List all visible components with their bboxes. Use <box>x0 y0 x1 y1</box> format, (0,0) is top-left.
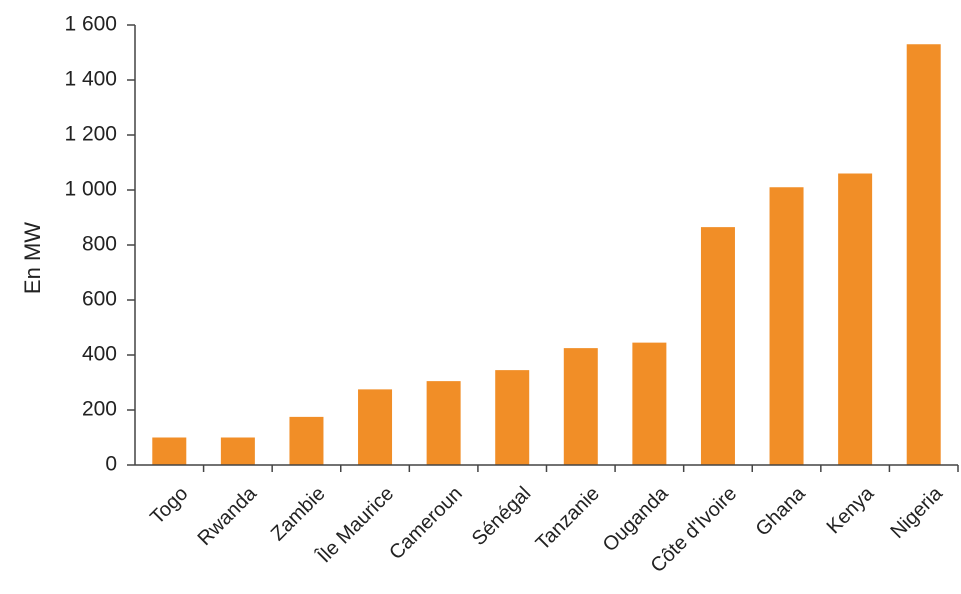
y-tick-label: 1 000 <box>64 178 117 201</box>
y-tick-label: 1 400 <box>64 68 117 91</box>
x-category-label: Zambie <box>267 483 330 546</box>
y-tick-label: 400 <box>82 343 117 366</box>
x-category-label: Sénégal <box>468 483 535 550</box>
x-category-label: Ghana <box>752 482 811 541</box>
y-axis-ticks: 0 200 400 600 800 1 000 1 200 1 400 1 600 <box>64 13 135 476</box>
y-tick-label: 1 600 <box>64 13 117 36</box>
bar <box>906 44 941 465</box>
bar <box>563 348 598 465</box>
y-tick-label: 1 200 <box>64 123 117 146</box>
bar <box>152 437 187 465</box>
bar <box>358 389 393 465</box>
axes <box>134 25 959 472</box>
y-axis-title: En MW <box>20 222 45 294</box>
y-axis-title-group: En MW <box>20 222 45 294</box>
bar <box>838 173 873 465</box>
bar <box>769 187 804 465</box>
x-category-label: Nigeria <box>886 482 947 543</box>
x-category-label: Cameroun <box>385 483 467 565</box>
x-category-label: Tanzanie <box>532 483 604 555</box>
bar <box>426 381 461 465</box>
bar <box>700 227 735 465</box>
x-category-label: Kenya <box>823 482 879 538</box>
bar <box>632 342 667 465</box>
y-tick-label: 200 <box>82 398 117 421</box>
bars <box>152 44 941 465</box>
x-category-label: Rwanda <box>194 482 262 550</box>
bar <box>289 416 324 465</box>
y-tick-label: 600 <box>82 288 117 311</box>
y-tick-label: 0 <box>105 453 117 476</box>
bar <box>220 437 255 465</box>
x-category-label: Togo <box>146 483 192 529</box>
y-tick-label: 800 <box>82 233 117 256</box>
bar <box>495 370 530 465</box>
